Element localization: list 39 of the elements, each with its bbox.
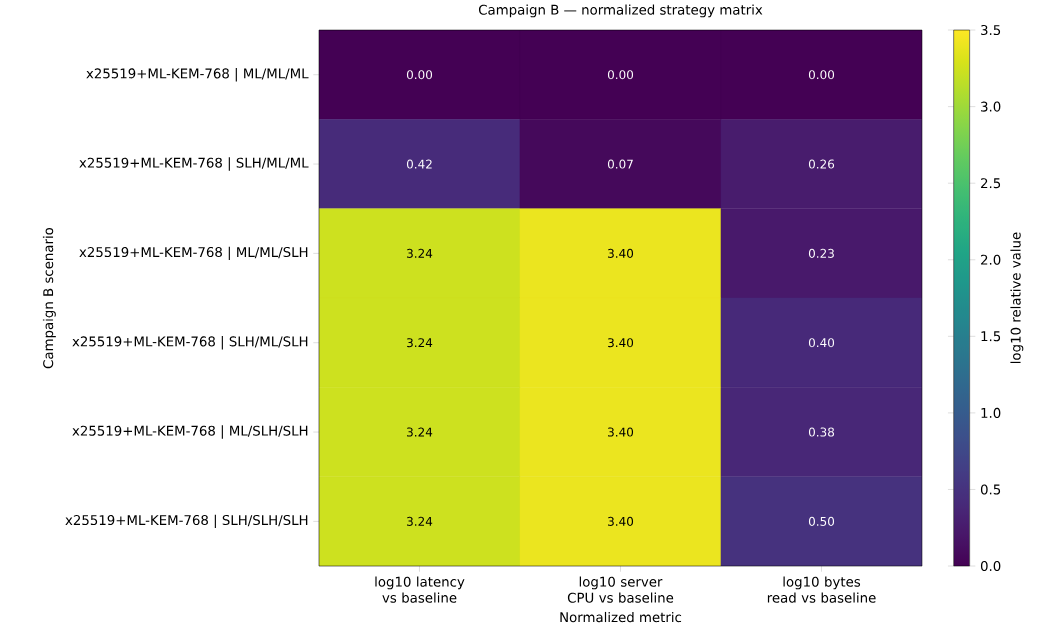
color-bar-label: 2.5 xyxy=(981,178,1001,189)
y-tick-label: x25519+ML-KEM-768 | SLH/ML/SLH xyxy=(72,336,308,350)
color-bar-label: 3.5 xyxy=(981,24,1001,36)
data-label: 3.24 xyxy=(407,516,433,526)
color-bar-label: 1.5 xyxy=(981,331,1001,342)
data-label: 0.00 xyxy=(808,70,835,80)
color-bar-label: 3.0 xyxy=(981,101,1001,112)
data-label: 0.38 xyxy=(808,427,835,437)
color-bar-title: log10 relative value xyxy=(1010,232,1024,364)
y-tick-label: x25519+ML-KEM-768 | SLH/ML/ML xyxy=(79,157,309,171)
x-tick-label: log10 server CPU vs baseline xyxy=(567,576,674,603)
color-bar-label: 0.5 xyxy=(980,484,1001,495)
data-label: 0.50 xyxy=(808,516,835,526)
data-label: 3.40 xyxy=(608,338,634,348)
data-label: 3.24 xyxy=(407,427,433,437)
data-label: 0.23 xyxy=(808,248,834,258)
x-tick-label: log10 latency vs baseline xyxy=(375,576,465,603)
color-bar-label: 2.0 xyxy=(981,254,1001,265)
x-axis-title: Normalized metric xyxy=(560,611,682,623)
data-label: 0.40 xyxy=(808,338,835,348)
y-tick-label: x25519+ML-KEM-768 | SLH/SLH/SLH xyxy=(65,514,308,529)
y-tick-label: x25519+ML-KEM-768 | ML/SLH/SLH xyxy=(72,425,308,439)
y-tick-label: x25519+ML-KEM-768 | ML/ML/ML xyxy=(86,68,309,82)
data-label: 3.40 xyxy=(608,427,634,437)
color-bar-label: 0.0 xyxy=(980,560,1001,572)
data-label: 3.24 xyxy=(407,338,433,348)
data-label: 3.40 xyxy=(608,516,634,526)
x-tick-label: log10 bytes read vs baseline xyxy=(767,576,876,603)
color-bar-label: 1.0 xyxy=(981,407,1001,418)
data-label: 0.00 xyxy=(607,70,634,80)
data-label: 0.07 xyxy=(607,159,633,169)
chart-title: Campaign B — normalized strategy matrix xyxy=(478,4,763,18)
data-label: 0.00 xyxy=(406,70,433,80)
y-tick-label: x25519+ML-KEM-768 | ML/ML/SLH xyxy=(79,246,308,261)
y-axis-title: Campaign B scenario xyxy=(42,227,56,369)
data-label: 0.42 xyxy=(406,159,432,169)
data-label: 0.26 xyxy=(808,159,835,169)
data-label: 3.40 xyxy=(608,248,634,258)
data-label: 3.24 xyxy=(407,248,433,258)
